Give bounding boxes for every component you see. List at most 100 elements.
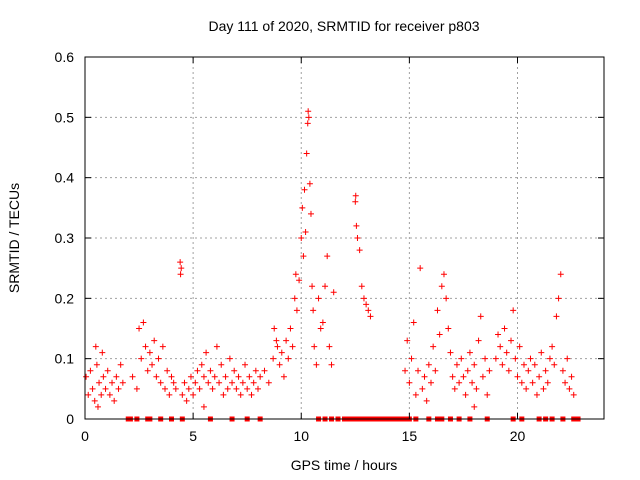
data-point (231, 367, 238, 374)
data-point (557, 271, 564, 278)
data-point (278, 349, 285, 356)
data-point (151, 337, 158, 344)
data-point (471, 403, 478, 410)
data-point (330, 289, 337, 296)
data-point (168, 373, 175, 380)
data-point (102, 385, 109, 392)
data-point (273, 337, 280, 344)
data-point (520, 361, 527, 368)
data-point (140, 319, 147, 326)
data-point (274, 343, 281, 350)
data-point (207, 367, 214, 374)
data-point (280, 373, 287, 380)
data-point (146, 349, 153, 356)
data-point (305, 114, 312, 121)
data-point (492, 355, 499, 362)
data-point (477, 313, 484, 320)
data-point (458, 355, 465, 362)
data-point (196, 385, 203, 392)
data-point (157, 379, 164, 386)
data-point (89, 385, 96, 392)
data-point (449, 373, 456, 380)
data-point (317, 325, 324, 332)
data-point (319, 319, 326, 326)
data-point (136, 325, 143, 332)
data-point (421, 373, 428, 380)
y-tick-label: 0.3 (55, 230, 75, 246)
data-point (96, 379, 103, 386)
data-point (293, 307, 300, 314)
data-point (417, 265, 424, 272)
data-point (328, 361, 335, 368)
data-point (306, 180, 313, 187)
data-point (239, 379, 246, 386)
data-point (525, 367, 532, 374)
data-point (531, 361, 538, 368)
data-point (200, 403, 207, 410)
data-point (544, 379, 551, 386)
data-point (211, 373, 218, 380)
data-point (428, 379, 434, 386)
data-point (447, 349, 454, 356)
data-point (406, 379, 413, 386)
data-point (551, 361, 558, 368)
data-point (464, 367, 471, 374)
data-point (85, 391, 92, 398)
data-point (512, 355, 519, 362)
data-point (436, 331, 443, 338)
data-point (313, 361, 320, 368)
data-point (261, 367, 268, 374)
data-point (564, 355, 571, 362)
data-point (497, 343, 504, 350)
data-point (91, 397, 98, 404)
y-axis-ticks: 0 0.1 0.2 0.3 0.4 0.5 0.6 (55, 49, 604, 427)
data-point (445, 325, 452, 332)
data-point (451, 385, 458, 392)
data-point (218, 361, 225, 368)
chart-title: Day 111 of 2020, SRMTID for receiver p80… (208, 18, 479, 34)
y-tick-label: 0.4 (55, 170, 75, 186)
data-point (257, 373, 264, 380)
data-point (546, 355, 553, 362)
data-point (242, 361, 249, 368)
data-point (475, 337, 482, 344)
data-point (190, 391, 197, 398)
y-axis-label: SRMTID / TECUs (6, 183, 22, 293)
data-point (514, 373, 521, 380)
data-point (142, 343, 149, 350)
data-point (309, 283, 316, 290)
data-point (527, 355, 534, 362)
data-point (412, 391, 419, 398)
data-point (302, 228, 309, 235)
data-point (285, 355, 292, 362)
data-point (471, 361, 478, 368)
data-point (538, 349, 545, 356)
data-point (164, 367, 171, 374)
data-point (194, 367, 201, 374)
data-point (181, 379, 188, 386)
data-point (307, 210, 314, 217)
data-point (486, 367, 493, 374)
data-point (555, 295, 562, 302)
data-point (529, 379, 536, 386)
data-point (99, 349, 106, 356)
data-point (159, 343, 166, 350)
data-point (549, 343, 556, 350)
x-tick-label: 20 (510, 428, 526, 444)
data-point (276, 361, 283, 368)
data-point (198, 361, 205, 368)
data-point (235, 373, 242, 380)
data-point (324, 253, 331, 260)
data-point (301, 186, 308, 193)
data-point (177, 271, 184, 278)
data-point (352, 192, 359, 199)
data-point (237, 391, 244, 398)
data-point (115, 385, 122, 392)
data-point (183, 397, 190, 404)
data-point (153, 373, 160, 380)
data-point (353, 222, 360, 229)
data-point (425, 361, 432, 368)
data-point (466, 349, 473, 356)
data-point (410, 319, 417, 326)
